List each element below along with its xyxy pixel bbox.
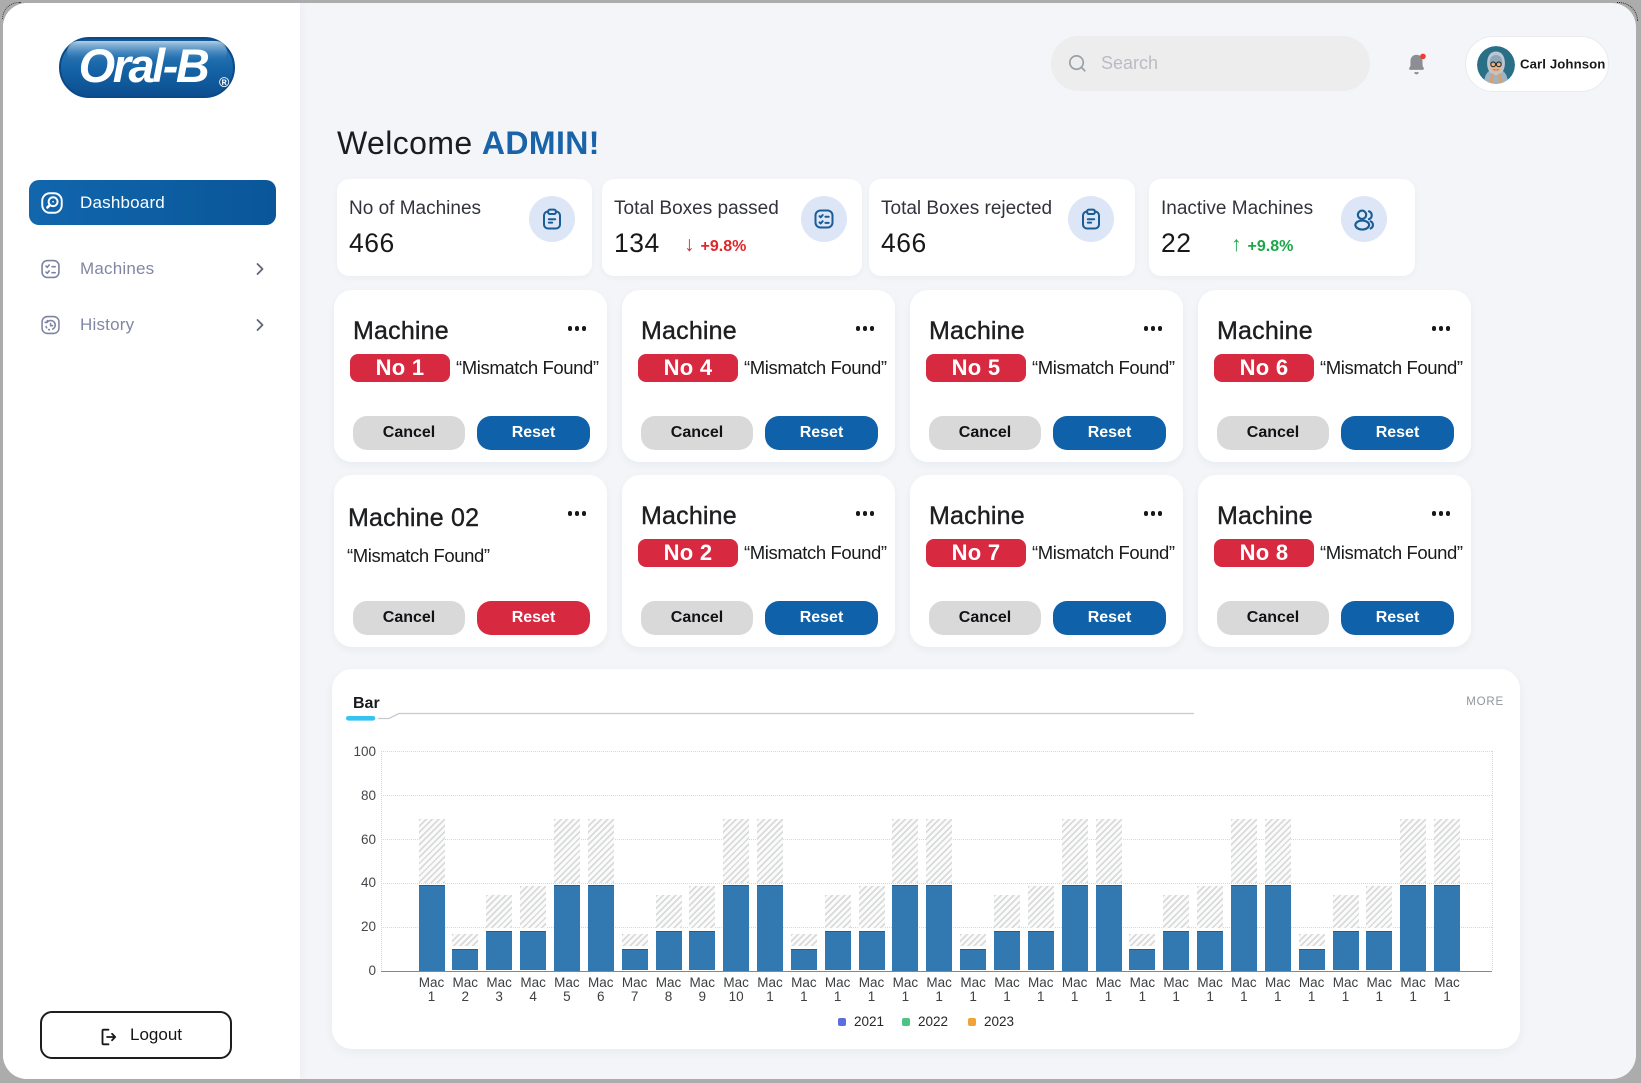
svg-text:Oral-B: Oral-B (79, 39, 209, 92)
svg-text:®: ® (219, 74, 230, 90)
